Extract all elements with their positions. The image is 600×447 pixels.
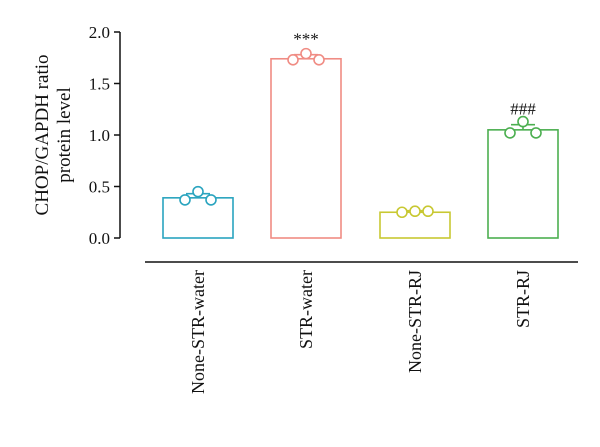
data-point (409, 205, 421, 218)
data-point (179, 194, 191, 206)
x-tick-label: None-STR-water (188, 270, 208, 394)
data-point (300, 47, 312, 60)
y-axis-title-line-2: protein level (54, 87, 75, 183)
data-point (205, 194, 217, 206)
significance-label: ### (510, 100, 536, 119)
data-point (504, 127, 516, 139)
x-axis: None-STR-water STR-water None-STR-RJ STR-RJ (145, 261, 578, 394)
data-point (530, 127, 542, 139)
bar-group-3: ### (487, 100, 559, 239)
data-point (287, 54, 299, 66)
y-tick-label: 0.0 (89, 229, 110, 248)
bar-group-2 (379, 205, 451, 239)
y-tick-label: 0.5 (89, 178, 110, 197)
y-tick-label: 1.5 (89, 75, 110, 94)
significance-label: *** (293, 30, 319, 49)
bar (270, 57, 342, 239)
y-axis: 0.0 0.5 1.0 1.5 2.0 (89, 23, 121, 248)
bar-group-0 (162, 185, 234, 239)
x-tick-label: None-STR-RJ (405, 270, 425, 373)
y-tick-label: 2.0 (89, 23, 110, 42)
x-tick-label: STR-RJ (513, 270, 533, 328)
bar-group-1: *** (270, 30, 342, 239)
data-point (313, 54, 325, 66)
data-point (396, 206, 408, 219)
y-tick-label: 1.0 (89, 126, 110, 145)
y-axis-title-line-1: CHOP/GAPDH ratio (32, 55, 53, 216)
bars: *** ### (162, 30, 559, 239)
y-axis-title: CHOP/GAPDH ratio protein level (32, 55, 75, 216)
data-point (517, 115, 529, 128)
bar (487, 129, 559, 239)
data-point (422, 205, 434, 218)
x-tick-label: STR-water (296, 270, 316, 349)
bar (162, 197, 234, 239)
data-point (192, 185, 204, 198)
